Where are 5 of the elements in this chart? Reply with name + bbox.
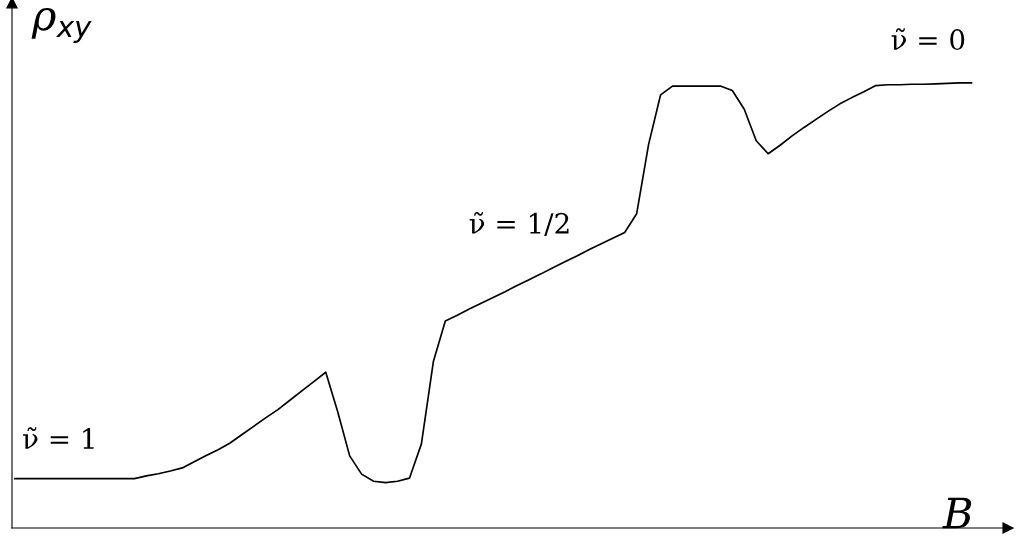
annotation: ν̃ = 1: [23, 427, 94, 449]
x-axis-title: B: [942, 497, 972, 529]
annotation: ν̃ = 1/2: [469, 211, 569, 237]
y-axis-title: ρ$_{xy}$: [31, 7, 92, 44]
text: ν̃ = 0: [891, 28, 965, 51]
